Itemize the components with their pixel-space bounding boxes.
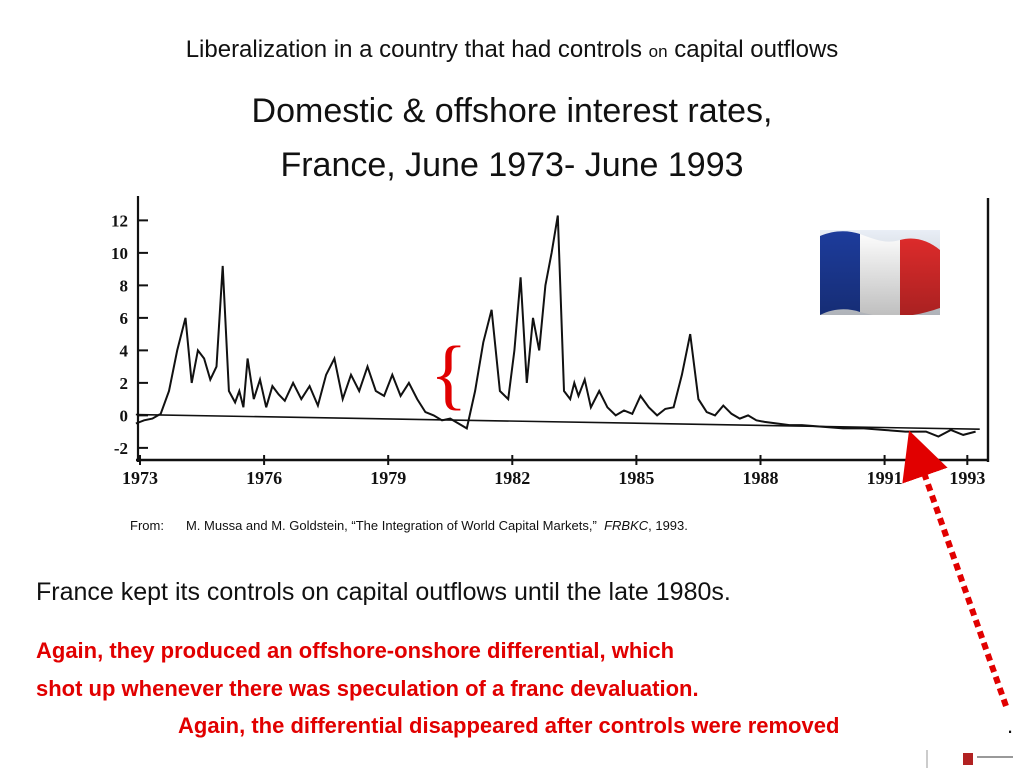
x-tick-label: 1985 <box>618 468 654 488</box>
red-note-period: . <box>1007 713 1014 738</box>
school-logo-icon <box>926 750 1013 768</box>
source-journal: FRBKC <box>604 518 649 533</box>
y-tick-label: -2 <box>114 439 128 458</box>
slide-title-line-2: France, June 1973- June 1993 <box>280 146 744 184</box>
y-tick-label: 12 <box>111 211 128 230</box>
x-tick-label: 1973 <box>122 468 158 488</box>
y-tick-label: 2 <box>120 374 129 393</box>
y-axis-ticks: 12 10 8 6 4 2 0 -2 <box>111 211 148 458</box>
red-note-line-2: shot up whenever there was speculation o… <box>36 676 699 701</box>
source-prefix: From: <box>130 518 164 533</box>
chart-axes <box>136 196 990 462</box>
slide-subtitle: Liberalization in a country that had con… <box>0 36 1024 64</box>
x-tick-label: 1993 <box>949 468 985 488</box>
zero-reference-line <box>135 413 980 430</box>
main-statement: France kept its controls on capital outf… <box>36 578 731 606</box>
source-year: , 1993. <box>648 518 688 533</box>
subtitle-text-1: Liberalization in a country that had con… <box>185 36 649 63</box>
x-tick-label: 1979 <box>370 468 406 488</box>
x-tick-label: 1988 <box>742 468 778 488</box>
interest-differential-series <box>135 215 976 438</box>
x-tick-label: 1991 <box>867 468 903 488</box>
y-tick-label: 0 <box>120 406 129 425</box>
subtitle-text-3: capital outfl‌ows <box>667 36 839 63</box>
y-tick-label: 10 <box>111 244 128 263</box>
source-authors: M. Mussa and M. Goldstein, “The Integrat… <box>185 518 597 533</box>
subtitle-text-2: on <box>648 42 668 61</box>
red-note-line-1: Again, they produced an offshore-onshore… <box>36 638 675 663</box>
slide-title-line-1: Domestic & offshore interest rates, <box>251 92 773 130</box>
y-tick-label: 8 <box>120 276 129 295</box>
speculation-brace-annotation: { <box>430 330 467 417</box>
france-flag-icon <box>820 230 940 315</box>
x-tick-label: 1976 <box>246 468 282 488</box>
y-tick-label: 6 <box>120 309 129 328</box>
x-tick-label: 1982 <box>494 468 530 488</box>
y-tick-label: 4 <box>120 341 129 360</box>
red-note-line-3: Again, the differential disappeared afte… <box>178 713 840 738</box>
source-citation: From: M. Mussa and M. Goldstein, “The Int… <box>130 518 688 533</box>
